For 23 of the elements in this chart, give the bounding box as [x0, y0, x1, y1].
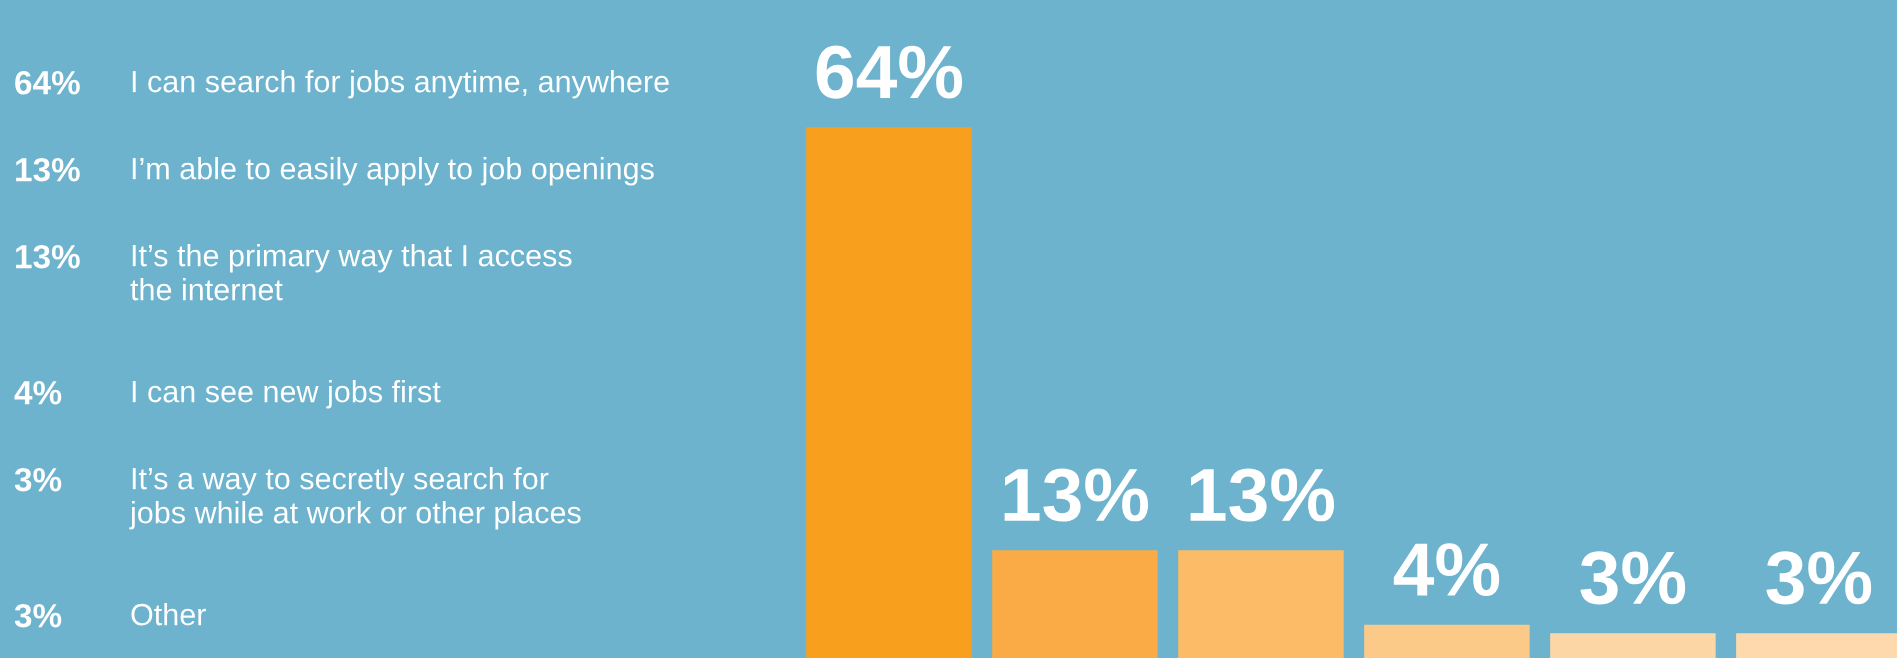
text: 13% — [16, 244, 80, 269]
data-label: 13% — [1004, 468, 1149, 522]
bar — [1364, 624, 1530, 658]
text: 3% — [14, 603, 62, 628]
data-label: 3% — [1580, 551, 1686, 605]
text: Other — [131, 603, 206, 626]
data-label: 4% — [1393, 543, 1500, 596]
data-label: 64% — [816, 45, 963, 99]
text: I can see new jobs first — [132, 380, 441, 409]
text: It’s a way to secretly search for jobs while at work or other places — [129, 467, 581, 530]
text: 13% — [16, 157, 80, 182]
text: I can search for jobs anytime, anywhere — [132, 70, 669, 99]
bar — [1178, 550, 1344, 658]
data-label: 3% — [1766, 551, 1872, 605]
text: It’s the primary way that I access the internet — [130, 244, 572, 301]
data-label: 13% — [1190, 468, 1335, 522]
text: 3% — [14, 467, 62, 492]
text: I’m able to easily apply to job openings — [132, 157, 654, 186]
text: 64% — [15, 70, 80, 95]
bar — [1550, 633, 1716, 658]
bar — [806, 127, 972, 658]
bar — [992, 550, 1158, 658]
text: 4% — [14, 380, 62, 405]
